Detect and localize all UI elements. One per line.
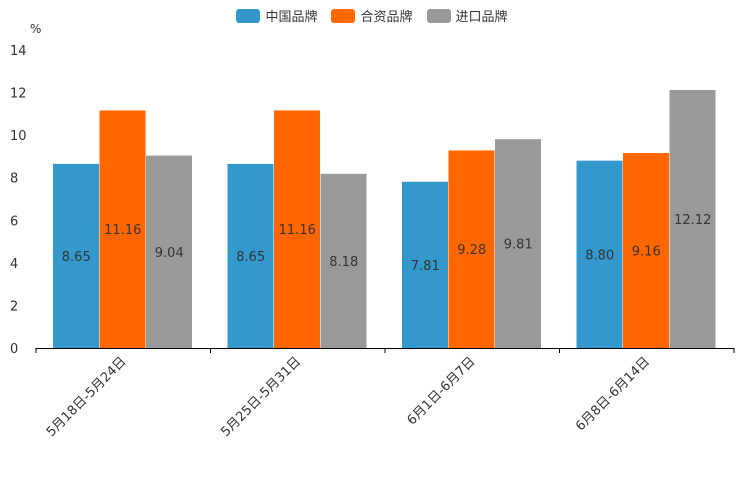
bar[interactable]: [669, 90, 716, 348]
y-tick-label: 2: [10, 299, 18, 314]
legend-label-import-brand: 进口品牌: [455, 10, 508, 25]
y-tick-label: 4: [10, 257, 18, 272]
legend-label-china-brand: 中国品牌: [265, 10, 318, 25]
bar[interactable]: [623, 153, 669, 348]
x-tick-label: 6月8日-6月14日: [573, 354, 653, 434]
legend-swatch-china-brand: [236, 8, 261, 23]
bar-value-label: 12.12: [674, 213, 711, 228]
bar-value-label: 11.16: [104, 223, 141, 238]
y-tick-label: 6: [10, 214, 18, 229]
bar[interactable]: [99, 110, 146, 348]
y-tick-label: 14: [10, 44, 27, 59]
bar-value-label: 11.16: [279, 223, 316, 238]
bar-value-label: 7.81: [411, 259, 440, 274]
bar[interactable]: [495, 139, 541, 348]
bar-value-label: 8.65: [236, 250, 265, 265]
legend-item-china-brand[interactable]: 中国品牌: [236, 6, 317, 25]
bar-value-label: 8.65: [62, 250, 91, 265]
legend-swatch-jv-brand: [331, 8, 356, 23]
legend-label-jv-brand: 合资品牌: [360, 10, 413, 25]
y-tick-label: 8: [10, 172, 18, 187]
bar-value-label: 9.28: [457, 243, 486, 258]
y-tick-label: 0: [10, 342, 18, 357]
y-axis-unit-label: %: [30, 22, 41, 36]
legend-swatch-import-brand: [426, 8, 451, 23]
bar[interactable]: [402, 181, 448, 348]
bar-value-label: 8.80: [585, 248, 614, 263]
y-tick-label: 12: [10, 87, 27, 102]
bar-value-label: 9.81: [504, 238, 533, 253]
bar[interactable]: [576, 160, 623, 348]
bar[interactable]: [53, 163, 99, 348]
y-tick-label: 10: [10, 129, 27, 144]
legend-item-import-brand[interactable]: 进口品牌: [426, 6, 508, 25]
bar[interactable]: [448, 150, 495, 348]
legend-item-jv-brand[interactable]: 合资品牌: [331, 6, 413, 25]
x-tick-label: 6月1日-6月7日: [404, 354, 478, 428]
x-tick-label: 5月18日-5月24日: [44, 354, 130, 440]
bar[interactable]: [274, 110, 320, 348]
chart-legend: 中国品牌 合资品牌 进口品牌: [0, 6, 744, 25]
x-tick-label: 5月25日-5月31日: [218, 354, 304, 440]
bar[interactable]: [320, 173, 367, 348]
bar-value-label: 9.16: [632, 245, 661, 260]
bar-value-label: 9.04: [155, 246, 184, 261]
bar[interactable]: [227, 163, 274, 348]
bar-value-label: 8.18: [329, 255, 358, 270]
bar[interactable]: [146, 155, 192, 348]
